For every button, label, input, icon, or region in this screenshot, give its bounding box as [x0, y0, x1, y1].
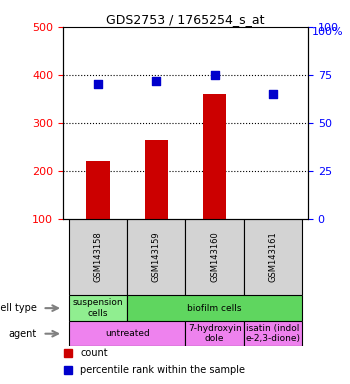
- Bar: [127, 218, 186, 295]
- Text: biofilm cells: biofilm cells: [187, 304, 242, 313]
- Bar: [186, 218, 244, 295]
- Bar: [244, 321, 302, 346]
- Bar: [86, 161, 110, 218]
- Text: cell type: cell type: [0, 303, 37, 313]
- Bar: [261, 218, 285, 233]
- Text: agent: agent: [8, 329, 37, 339]
- Bar: [244, 218, 302, 295]
- Text: untreated: untreated: [105, 329, 149, 338]
- Point: [154, 78, 159, 84]
- Title: GDS2753 / 1765254_s_at: GDS2753 / 1765254_s_at: [106, 13, 265, 26]
- Text: GSM143159: GSM143159: [152, 232, 161, 282]
- Point: [212, 72, 217, 78]
- Point: [270, 91, 276, 97]
- Bar: [69, 218, 127, 295]
- Text: 100%: 100%: [312, 27, 344, 37]
- Text: 7-hydroxyin
dole: 7-hydroxyin dole: [188, 324, 242, 343]
- Text: GSM143158: GSM143158: [93, 232, 103, 282]
- Bar: [69, 295, 127, 321]
- Bar: [186, 321, 244, 346]
- Bar: [145, 139, 168, 218]
- Text: suspension
cells: suspension cells: [73, 298, 123, 318]
- Bar: [69, 321, 186, 346]
- Text: count: count: [80, 348, 108, 358]
- Point: [95, 81, 101, 88]
- Bar: [127, 295, 302, 321]
- Text: percentile rank within the sample: percentile rank within the sample: [80, 365, 245, 375]
- Text: GSM143160: GSM143160: [210, 232, 219, 282]
- Text: GSM143161: GSM143161: [268, 232, 278, 282]
- Text: isatin (indol
e-2,3-dione): isatin (indol e-2,3-dione): [245, 324, 301, 343]
- Bar: [203, 94, 226, 218]
